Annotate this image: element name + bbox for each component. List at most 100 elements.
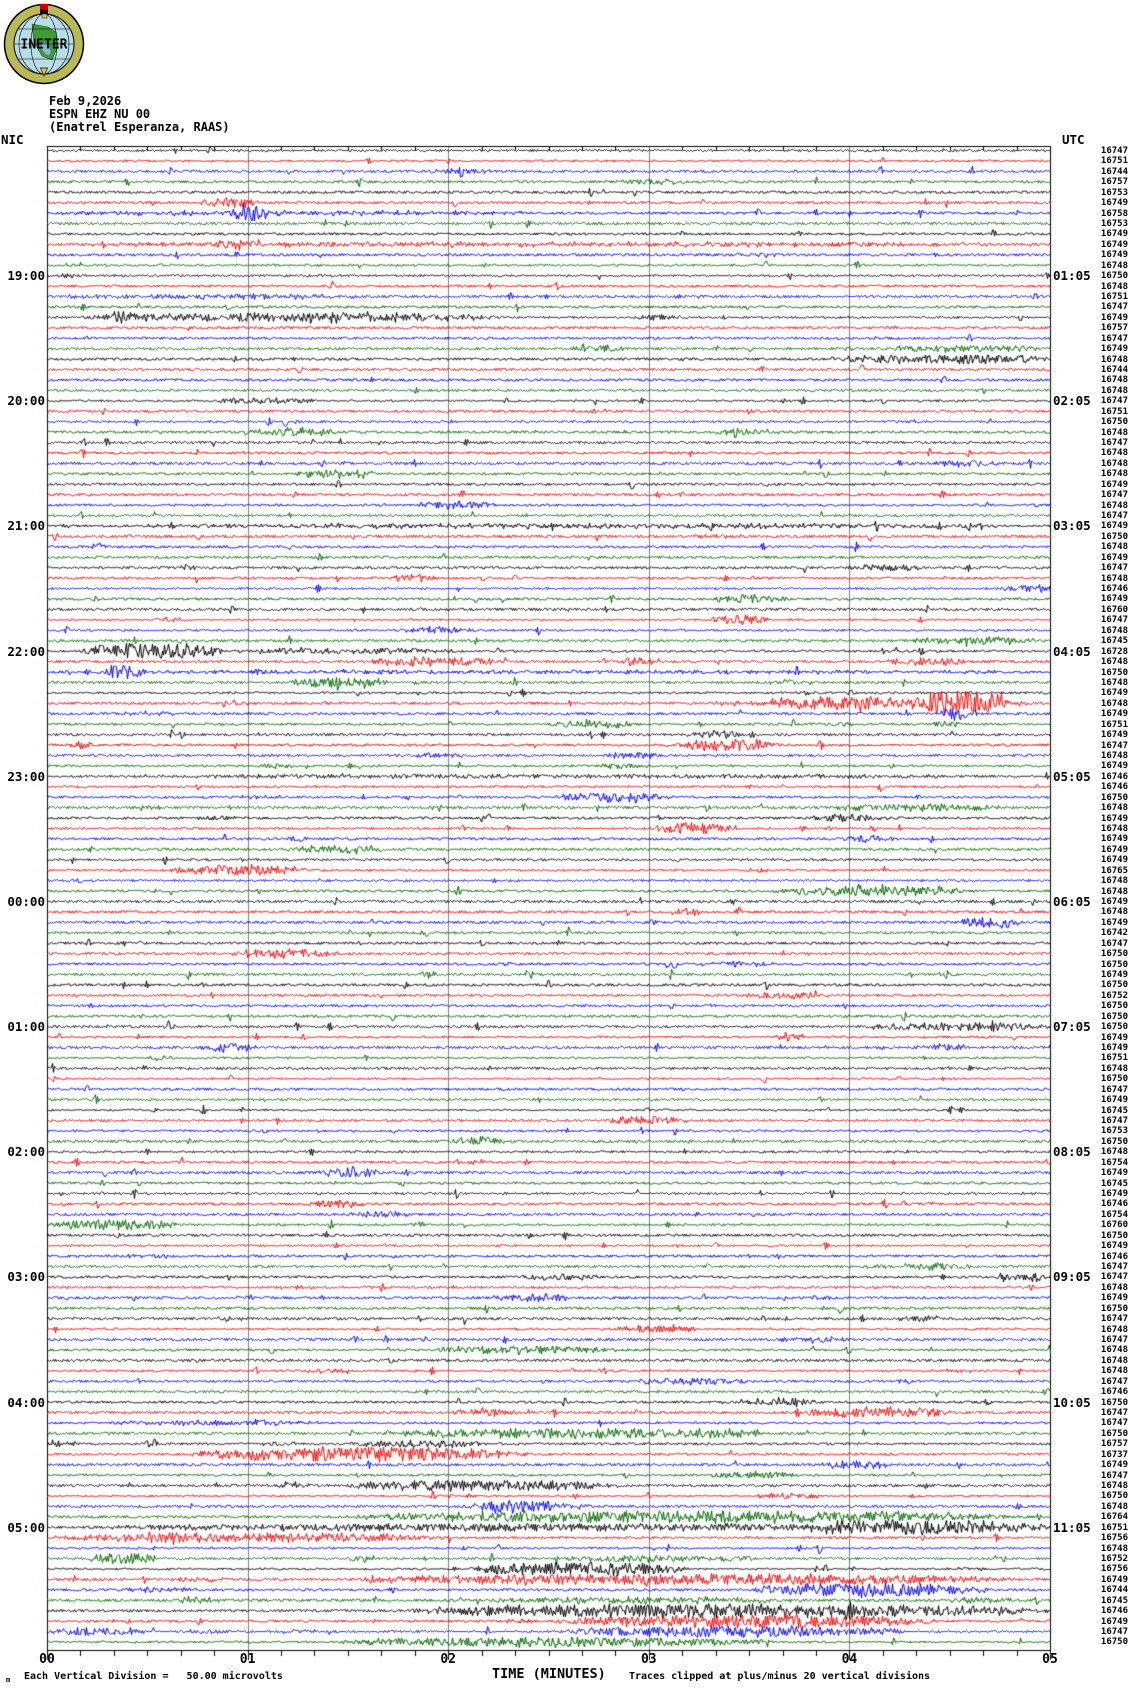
trace-mean-value: 16747	[1100, 1627, 1128, 1638]
trace-mean-value: 16746	[1100, 584, 1128, 595]
trace-mean-value: 16750	[1100, 792, 1128, 803]
trace-mean-value: 16753	[1100, 219, 1128, 229]
trace-mean-value: 16746	[1100, 1199, 1128, 1210]
left-time-label: 19:00	[7, 268, 45, 284]
trace-mean-value: 16747	[1100, 1335, 1128, 1346]
trace-mean-value: 16749	[1100, 1042, 1128, 1053]
trace-mean-value: 16748	[1100, 1501, 1128, 1512]
trace-mean-value: 16748	[1100, 573, 1128, 584]
left-time-label: 04:00	[7, 1394, 45, 1410]
station-location-label: (Enatrel Esperanza, RAAS)	[49, 120, 230, 134]
trace-mean-value: 16749	[1100, 896, 1128, 907]
trace-mean-value: 16749	[1100, 969, 1128, 980]
trace-mean-value: 16765	[1100, 865, 1128, 876]
trace-mean-value: 16757	[1100, 1439, 1128, 1450]
trace-mean-value: 16749	[1100, 1460, 1128, 1471]
trace-mean-value: 16748	[1100, 1366, 1128, 1377]
trace-mean-value: 16750	[1100, 949, 1128, 960]
trace-mean-value: 16748	[1100, 1481, 1128, 1492]
clipping-note: Traces clipped at plus/minus 20 vertical…	[629, 1671, 931, 1682]
trace-mean-value: 16753	[1100, 1126, 1128, 1137]
trace-mean-value: 16742	[1100, 928, 1128, 939]
trace-mean-value: 16749	[1100, 1616, 1128, 1627]
trace-mean-value: 16745	[1100, 1105, 1128, 1116]
trace-mean-value: 16748	[1100, 1345, 1128, 1356]
trace-mean-value: 16756	[1100, 1533, 1128, 1544]
left-time-label: 00:00	[7, 893, 45, 909]
left-time-label: 20:00	[7, 393, 45, 409]
trace-mean-value: 16748	[1100, 469, 1128, 480]
right-time-label: 02:05	[1053, 393, 1091, 409]
trace-mean-value: 16750	[1100, 1491, 1128, 1502]
trace-mean-value: 16750	[1100, 1074, 1128, 1085]
trace-mean-value: 16749	[1100, 229, 1128, 240]
trace-mean-value: 16749	[1100, 813, 1128, 824]
trace-mean-value: 16748	[1100, 886, 1128, 897]
trace-mean-value: 16760	[1100, 1220, 1128, 1231]
trace-mean-value: 16751	[1100, 156, 1128, 167]
trace-mean-value: 16749	[1100, 709, 1128, 720]
trace-mean-value: 16748	[1100, 876, 1128, 887]
trace-mean-value: 16750	[1100, 959, 1128, 970]
trace-mean-value: 16764	[1100, 1512, 1128, 1523]
station-label: ESPN EHZ NU 00	[49, 107, 151, 121]
trace-mean-value: 16750	[1100, 1303, 1128, 1314]
trace-mean-value: 16744	[1100, 166, 1128, 177]
trace-mean-value: 16748	[1100, 698, 1128, 709]
trace-mean-value: 16747	[1100, 740, 1128, 751]
trace-mean-value: 16753	[1100, 187, 1128, 198]
trace-mean-value: 16747	[1100, 615, 1128, 626]
logo-flag-bottom	[40, 9, 48, 14]
date-label: Feb 9,2026	[49, 94, 122, 108]
trace-mean-value: 16749	[1100, 1032, 1128, 1043]
trace-mean-value: 16749	[1100, 730, 1128, 741]
right-time-label: 08:05	[1053, 1144, 1091, 1160]
right-time-label: 05:05	[1053, 768, 1091, 784]
left-time-label: 01:00	[7, 1019, 45, 1035]
trace-mean-value: 16748	[1100, 677, 1128, 688]
trace-mean-value: 16744	[1100, 365, 1128, 376]
trace-mean-value: 16745	[1100, 1178, 1128, 1189]
right-timezone-label: UTC	[1062, 132, 1085, 147]
left-time-label: 02:00	[7, 1144, 45, 1160]
trace-mean-value: 16749	[1100, 521, 1128, 532]
trace-mean-value: 16748	[1100, 448, 1128, 459]
trace-mean-value: 16749	[1100, 344, 1128, 355]
trace-mean-value: 16749	[1100, 1241, 1128, 1252]
trace-mean-value: 16744	[1100, 1585, 1128, 1596]
trace-mean-value: 16747	[1100, 1314, 1128, 1325]
trace-mean-value: 16750	[1100, 1428, 1128, 1439]
ineter-logo: INETER	[3, 3, 85, 85]
trace-mean-value: 16748	[1100, 625, 1128, 636]
left-timezone-label: NIC	[1, 132, 24, 147]
trace-mean-value: 16749	[1100, 834, 1128, 845]
trace-mean-value: 16747	[1100, 1262, 1128, 1272]
trace-mean-value: 16750	[1100, 1001, 1128, 1012]
trace-mean-value: 16747	[1100, 511, 1128, 522]
trace-mean-value: 16747	[1100, 1084, 1128, 1095]
trace-mean-value: 16750	[1100, 1397, 1128, 1408]
trace-mean-value: 16749	[1100, 688, 1128, 699]
trace-mean-value: 16751	[1100, 719, 1128, 730]
left-time-label: 22:00	[7, 643, 45, 659]
trace-mean-value: 16747	[1100, 438, 1128, 449]
x-axis-tick-label: 03	[640, 1652, 657, 1667]
trace-mean-value: 16749	[1100, 1168, 1128, 1179]
x-axis-tick-label: 04	[841, 1652, 858, 1667]
trace-mean-value: 16748	[1100, 458, 1128, 469]
trace-mean-value: 16749	[1100, 844, 1128, 855]
left-time-label: 23:00	[7, 768, 45, 784]
trace-mean-value: 16751	[1100, 292, 1128, 303]
right-time-label: 07:05	[1053, 1019, 1091, 1035]
trace-mean-value: 16747	[1100, 1376, 1128, 1387]
trace-mean-value: 16748	[1100, 1147, 1128, 1158]
trace-mean-value: 16748	[1100, 542, 1128, 553]
logo-text: INETER	[21, 38, 68, 53]
trace-mean-value: 16750	[1100, 1022, 1128, 1033]
trace-mean-value: 16750	[1100, 271, 1128, 282]
trace-mean-value: 16749	[1100, 552, 1128, 563]
trace-mean-value: 16748	[1100, 1063, 1128, 1074]
trace-mean-value: 16749	[1100, 1189, 1128, 1199]
